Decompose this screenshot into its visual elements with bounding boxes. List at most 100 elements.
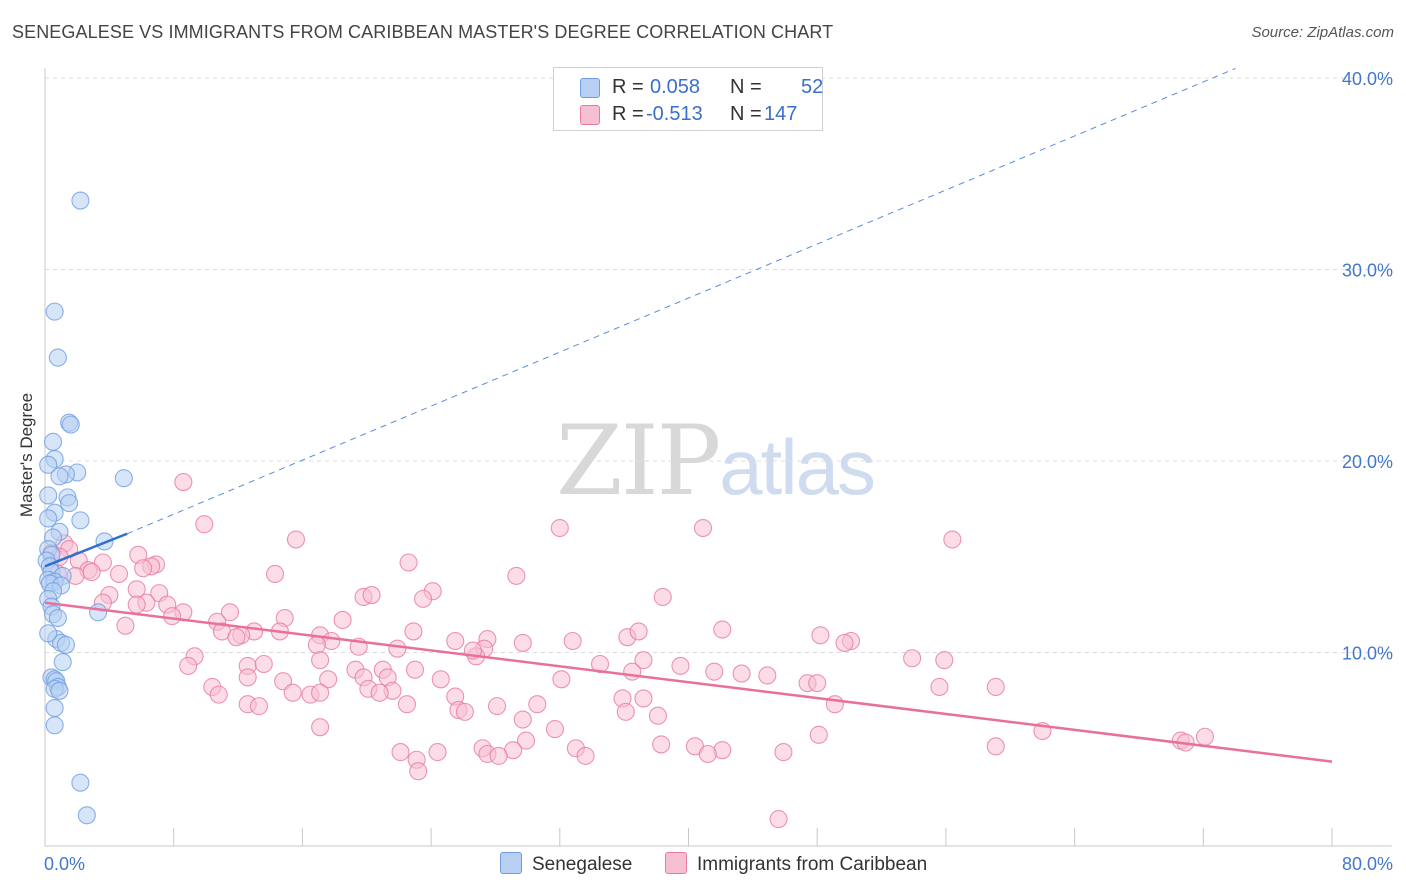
- caribbean-point: [209, 685, 228, 704]
- caribbean-point: [623, 662, 642, 681]
- caribbean-point: [409, 762, 428, 781]
- senegalese-point: [60, 494, 79, 513]
- caribbean-point: [835, 633, 854, 652]
- caribbean-point: [516, 731, 536, 750]
- senegalese-point: [39, 624, 58, 643]
- caribbean-point: [811, 626, 830, 645]
- caribbean-point: [986, 737, 1005, 756]
- senegalese-point: [45, 698, 64, 718]
- senegalese-point: [77, 806, 96, 825]
- bottom-legend-label: Senegalese: [532, 854, 633, 875]
- axes: [44, 68, 1392, 847]
- y-tick-label: 30.0%: [1342, 261, 1393, 281]
- caribbean-point: [1195, 727, 1214, 746]
- caribbean-point: [116, 616, 135, 635]
- legend-n-label: N =: [730, 103, 762, 125]
- caribbean-point: [174, 473, 193, 492]
- caribbean-point: [319, 670, 338, 689]
- caribbean-point: [903, 649, 922, 668]
- caribbean-point: [388, 639, 407, 658]
- caribbean-point: [266, 564, 285, 584]
- caribbean-point: [563, 631, 582, 651]
- caribbean-point: [528, 695, 547, 714]
- caribbean-point: [220, 603, 240, 622]
- senegalese-trend-extension: [126, 67, 1236, 535]
- watermark-atlas: atlas: [719, 423, 876, 511]
- senegalese-point: [50, 467, 69, 486]
- bottom-legend-caribbean: Immigrants from Caribbean: [665, 852, 927, 876]
- caribbean-point: [653, 587, 672, 607]
- senegalese-point: [48, 608, 67, 628]
- series-senegalese-points: [37, 191, 133, 825]
- caribbean-point: [311, 683, 330, 702]
- senegalese-point: [43, 432, 63, 451]
- caribbean-point: [758, 666, 777, 685]
- caribbean-point: [163, 607, 182, 626]
- caribbean-point: [634, 689, 653, 708]
- caribbean-point: [552, 670, 571, 689]
- caribbean-point: [286, 530, 306, 549]
- caribbean-point: [333, 610, 352, 629]
- x-tick-label: 80.0%: [1342, 854, 1393, 874]
- senegalese-point: [89, 603, 108, 622]
- caribbean-point: [698, 744, 717, 764]
- senegalese-point: [39, 509, 58, 528]
- caribbean-point: [489, 746, 508, 765]
- bottom-legend-swatch-pink: [665, 852, 687, 874]
- source-label: Source: ZipAtlas.com: [1251, 24, 1394, 41]
- senegalese-point: [53, 653, 72, 672]
- caribbean-point: [249, 697, 269, 716]
- legend-row-caribbean: R = -0.513 N = 147: [554, 101, 822, 127]
- caribbean-point: [311, 651, 330, 670]
- trend-lines: [44, 67, 1333, 763]
- legend-r-value: 0.058: [650, 76, 701, 98]
- caribbean-point: [227, 628, 246, 647]
- senegalese-point: [48, 348, 67, 367]
- legend-r-value: -0.513: [646, 103, 703, 125]
- caribbean-point: [455, 702, 474, 721]
- legend-r-label: R =: [612, 103, 644, 125]
- senegalese-point: [39, 455, 58, 474]
- caribbean-point: [616, 702, 635, 721]
- caribbean-point: [82, 563, 101, 582]
- chart-title: SENEGALESE VS IMMIGRANTS FROM CARIBBEAN …: [12, 22, 834, 42]
- senegalese-point: [50, 681, 69, 700]
- caribbean-point: [399, 553, 418, 572]
- caribbean-point: [671, 656, 690, 675]
- caribbean-point: [109, 564, 129, 584]
- caribbean-point: [576, 746, 595, 765]
- bottom-legend-label: Immigrants from Caribbean: [697, 854, 928, 875]
- legend-n-value: 147: [764, 103, 798, 125]
- caribbean-trend-line: [44, 601, 1333, 763]
- caribbean-point: [634, 651, 653, 670]
- y-tick-label: 20.0%: [1342, 452, 1393, 472]
- senegalese-point: [45, 716, 64, 735]
- caribbean-point: [195, 515, 214, 534]
- caribbean-point: [307, 635, 326, 654]
- legend-n-value: 52: [801, 76, 824, 98]
- caribbean-point: [179, 656, 198, 675]
- bottom-legend-swatch-blue: [500, 852, 522, 874]
- caribbean-point: [652, 735, 671, 754]
- caribbean-point: [254, 654, 273, 674]
- caribbean-point: [774, 743, 793, 762]
- caribbean-point: [732, 664, 751, 683]
- caribbean-point: [428, 743, 447, 762]
- caribbean-point: [808, 674, 827, 693]
- senegalese-point: [56, 635, 75, 654]
- caribbean-point: [986, 677, 1005, 697]
- caribbean-point: [397, 695, 417, 714]
- senegalese-point: [71, 773, 90, 792]
- caribbean-point: [550, 518, 569, 538]
- caribbean-point: [825, 695, 844, 714]
- caribbean-point: [648, 706, 667, 725]
- caribbean-point: [769, 810, 788, 829]
- series-caribbean-points: [42, 473, 1214, 829]
- caribbean-point: [513, 710, 532, 729]
- caribbean-point: [362, 585, 381, 605]
- caribbean-point: [238, 668, 257, 687]
- caribbean-point: [507, 566, 526, 585]
- caribbean-point: [283, 683, 302, 702]
- caribbean-point: [414, 589, 433, 608]
